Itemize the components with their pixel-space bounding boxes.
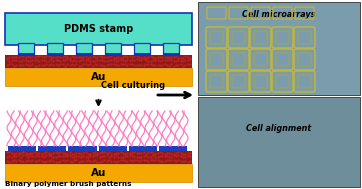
Bar: [5, 151, 192, 164]
Bar: [76, 43, 92, 55]
Text: PDMS stamp: PDMS stamp: [64, 24, 133, 34]
Text: Au: Au: [91, 72, 106, 82]
Text: Cell culturing: Cell culturing: [101, 81, 165, 90]
Bar: [8, 146, 36, 151]
Bar: [134, 43, 150, 55]
Bar: [198, 97, 360, 187]
Bar: [98, 146, 127, 151]
Bar: [159, 146, 187, 151]
Bar: [18, 53, 34, 55]
Bar: [129, 146, 157, 151]
Bar: [105, 53, 121, 55]
Bar: [134, 53, 150, 55]
Text: Au: Au: [91, 168, 106, 178]
Text: Cell microarrays: Cell microarrays: [242, 10, 316, 19]
Bar: [163, 43, 179, 55]
Bar: [5, 13, 192, 45]
Bar: [5, 55, 192, 68]
Bar: [68, 146, 97, 151]
Bar: [18, 43, 34, 55]
Text: Cell alignment: Cell alignment: [247, 124, 312, 133]
Bar: [47, 43, 63, 55]
Bar: [163, 53, 179, 55]
Bar: [76, 53, 92, 55]
Bar: [38, 146, 66, 151]
Bar: [47, 53, 63, 55]
Text: Binary polymer brush patterns: Binary polymer brush patterns: [5, 181, 131, 187]
Bar: [105, 43, 121, 55]
Bar: [5, 164, 192, 182]
Bar: [198, 2, 360, 95]
Bar: [5, 68, 192, 86]
